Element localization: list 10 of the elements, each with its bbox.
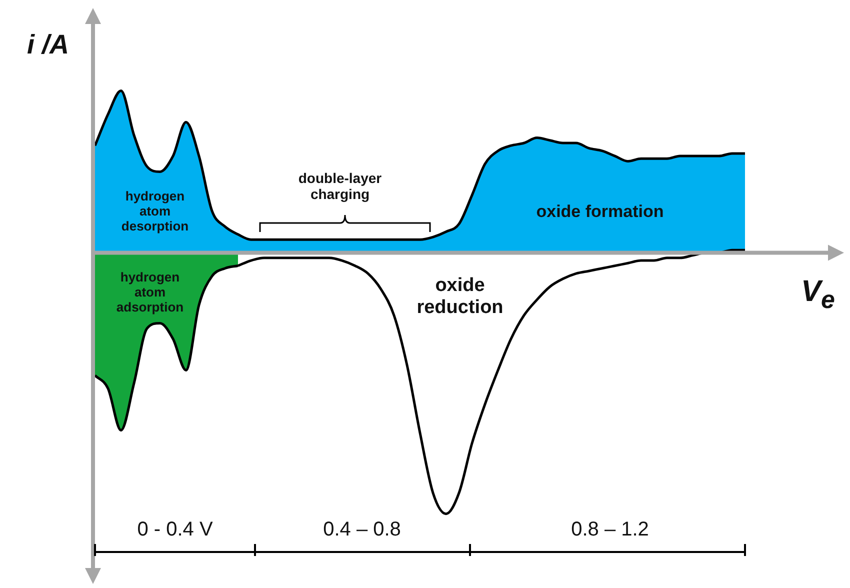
- text: 0.4 – 0.8: [322, 518, 402, 542]
- annotation: oxide formation: [535, 202, 665, 222]
- y-axis-title: i /A: [26, 29, 70, 61]
- text: 0.8 – 1.2: [570, 518, 650, 542]
- annotation: double-layer charging: [297, 170, 383, 202]
- annotation: oxide reduction: [416, 275, 504, 319]
- annotation: hydrogen atom desorption: [120, 188, 190, 234]
- annotation: hydrogen atom adsorption: [115, 270, 185, 316]
- x-axis-title: V$_{e}$: [801, 275, 835, 315]
- text: 0 - 0.4 V: [136, 518, 214, 542]
